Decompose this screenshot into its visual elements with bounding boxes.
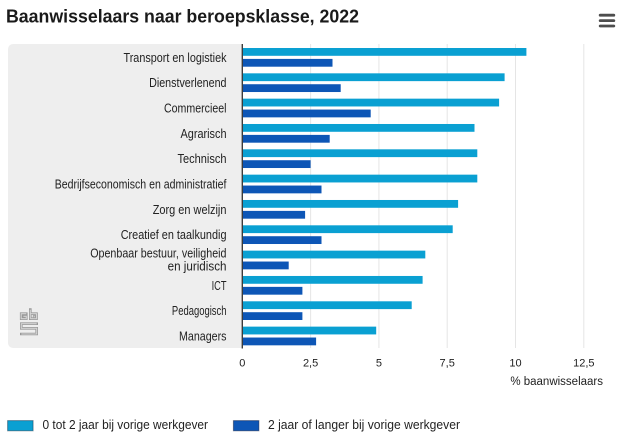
svg-text:7,5: 7,5 bbox=[440, 358, 455, 370]
svg-text:Bedrijfseconomisch en administ: Bedrijfseconomisch en administratief bbox=[55, 178, 227, 192]
svg-text:Transport en logistiek: Transport en logistiek bbox=[124, 51, 228, 65]
svg-text:12,5: 12,5 bbox=[573, 358, 594, 370]
svg-text:Zorg en welzijn: Zorg en welzijn bbox=[153, 203, 227, 217]
svg-text:Commercieel: Commercieel bbox=[164, 102, 227, 116]
svg-text:Managers: Managers bbox=[179, 330, 227, 344]
svg-text:% baanwisselaars: % baanwisselaars bbox=[510, 376, 603, 388]
svg-text:Dienstverlenend: Dienstverlenend bbox=[149, 76, 226, 90]
svg-text:0 tot 2 jaar bij vorige werkge: 0 tot 2 jaar bij vorige werkgever bbox=[43, 417, 209, 432]
svg-text:en juridisch: en juridisch bbox=[168, 260, 227, 274]
svg-text:10: 10 bbox=[509, 358, 521, 370]
svg-text:0: 0 bbox=[239, 358, 245, 370]
svg-text:Openbaar bestuur, veiligheid: Openbaar bestuur, veiligheid bbox=[90, 247, 226, 261]
svg-text:Creatief en taalkundig: Creatief en taalkundig bbox=[121, 228, 227, 242]
svg-text:2,5: 2,5 bbox=[303, 358, 318, 370]
svg-text:Agrarisch: Agrarisch bbox=[181, 127, 227, 141]
svg-text:Baanwisselaars naar beroepskla: Baanwisselaars naar beroepsklasse, 2022 bbox=[6, 7, 359, 27]
svg-text:2 jaar of langer bij vorige we: 2 jaar of langer bij vorige werkgever bbox=[268, 417, 461, 432]
svg-text:Pedagogisch: Pedagogisch bbox=[172, 304, 227, 318]
svg-text:ICT: ICT bbox=[212, 279, 227, 293]
svg-text:5: 5 bbox=[376, 358, 382, 370]
svg-text:Technisch: Technisch bbox=[178, 152, 227, 166]
